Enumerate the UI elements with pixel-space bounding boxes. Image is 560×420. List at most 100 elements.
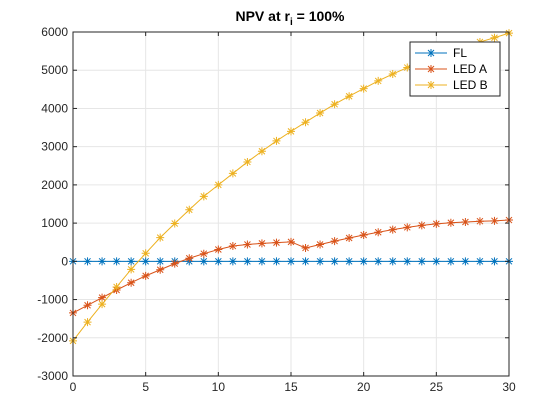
data-point-led-a bbox=[446, 218, 455, 227]
data-point-fl bbox=[374, 257, 383, 266]
data-point-led-a bbox=[388, 225, 397, 234]
data-point-fl bbox=[461, 257, 470, 266]
data-point-led-b bbox=[257, 147, 266, 156]
data-point-led-b bbox=[374, 76, 383, 85]
data-point-led-b bbox=[199, 192, 208, 201]
data-point-fl bbox=[446, 257, 455, 266]
data-point-led-a bbox=[170, 259, 179, 268]
data-point-led-b bbox=[98, 300, 107, 309]
data-point-led-b bbox=[272, 136, 281, 145]
x-tick-label: 25 bbox=[430, 380, 444, 394]
data-point-led-b bbox=[490, 33, 499, 42]
data-point-fl bbox=[403, 257, 412, 266]
x-tick-label: 30 bbox=[502, 380, 516, 394]
legend-marker-led-a bbox=[427, 65, 435, 73]
y-tick-label: 4000 bbox=[41, 101, 68, 115]
data-point-led-a bbox=[83, 301, 92, 310]
data-point-led-a bbox=[228, 242, 237, 251]
data-point-led-a bbox=[98, 293, 107, 302]
data-point-fl bbox=[98, 257, 107, 266]
data-point-led-b bbox=[359, 84, 368, 93]
data-point-led-b bbox=[243, 157, 252, 166]
data-point-fl bbox=[301, 257, 310, 266]
data-point-fl bbox=[141, 257, 150, 266]
data-point-led-a bbox=[156, 265, 165, 274]
data-point-led-a bbox=[490, 216, 499, 225]
data-point-fl bbox=[316, 257, 325, 266]
data-point-led-a bbox=[301, 243, 310, 252]
legend-item-fl: FL bbox=[415, 46, 467, 60]
data-point-fl bbox=[257, 257, 266, 266]
x-tick-label: 5 bbox=[142, 380, 149, 394]
axes bbox=[72, 31, 510, 377]
data-point-led-b bbox=[156, 233, 165, 242]
data-point-fl bbox=[243, 257, 252, 266]
legend-label-led-b: LED B bbox=[453, 78, 488, 92]
data-point-led-a bbox=[374, 228, 383, 237]
x-tick-label: 0 bbox=[70, 380, 77, 394]
data-point-led-a bbox=[185, 254, 194, 263]
y-tick-label: 0 bbox=[61, 254, 68, 268]
y-tick-label: -3000 bbox=[37, 369, 68, 383]
data-point-led-b bbox=[316, 109, 325, 118]
legend-marker-fl bbox=[427, 49, 435, 57]
y-tick-label: 5000 bbox=[41, 63, 68, 77]
data-point-led-b bbox=[141, 249, 150, 258]
data-point-fl bbox=[287, 257, 295, 266]
data-point-led-b bbox=[403, 63, 412, 72]
data-point-fl bbox=[490, 257, 499, 266]
data-point-led-a bbox=[316, 240, 325, 249]
data-point-fl bbox=[417, 257, 426, 266]
tick-labels: 0 5 10 15 20 25 30 -3000 -2000 -1000 0 1000 2000 3000… bbox=[37, 25, 516, 394]
data-point-fl bbox=[345, 257, 354, 266]
data-point-led-a bbox=[243, 240, 252, 249]
data-point-led-a bbox=[345, 234, 354, 243]
data-point-led-b bbox=[83, 318, 92, 327]
x-tick-label: 10 bbox=[212, 380, 226, 394]
data-point-fl bbox=[228, 257, 237, 266]
data-point-led-b bbox=[127, 265, 136, 274]
data-point-led-b bbox=[345, 92, 354, 101]
data-point-led-b bbox=[301, 118, 310, 127]
legend-label-led-a: LED A bbox=[453, 62, 487, 76]
data-point-led-b bbox=[112, 282, 121, 291]
data-point-fl bbox=[112, 257, 121, 266]
data-point-led-b bbox=[170, 219, 179, 228]
data-point-led-a bbox=[417, 221, 426, 230]
legend: FL LED A LED B bbox=[409, 41, 501, 97]
legend-label-fl: FL bbox=[453, 46, 467, 60]
series-led-a bbox=[69, 216, 513, 317]
data-point-fl bbox=[388, 257, 397, 266]
data-point-led-b bbox=[228, 169, 237, 178]
data-point-led-b bbox=[214, 180, 223, 189]
legend-item-led-a: LED A bbox=[415, 62, 487, 76]
y-tick-label: 6000 bbox=[41, 25, 68, 39]
data-point-led-a bbox=[272, 238, 281, 247]
chart-title-subscript: i bbox=[290, 17, 293, 28]
data-point-led-a bbox=[359, 230, 368, 239]
data-point-led-a bbox=[257, 239, 266, 248]
data-point-led-b bbox=[330, 100, 339, 109]
legend-item-led-b: LED B bbox=[415, 78, 488, 92]
data-point-fl bbox=[432, 257, 441, 266]
x-tick-label: 20 bbox=[357, 380, 371, 394]
data-point-fl bbox=[475, 257, 484, 266]
data-point-led-b bbox=[185, 205, 194, 214]
data-point-led-a bbox=[287, 237, 295, 246]
data-point-fl bbox=[330, 257, 339, 266]
data-point-fl bbox=[83, 257, 92, 266]
data-point-led-a bbox=[141, 271, 150, 280]
data-point-fl bbox=[214, 257, 223, 266]
data-point-led-b bbox=[388, 70, 397, 79]
data-point-led-a bbox=[199, 249, 208, 258]
y-tick-label: 3000 bbox=[41, 140, 68, 154]
chart-title-tail: = 100% bbox=[293, 8, 345, 24]
data-point-fl bbox=[199, 257, 208, 266]
y-tick-label: 2000 bbox=[41, 178, 68, 192]
data-point-fl bbox=[359, 257, 368, 266]
series-fl bbox=[69, 257, 513, 266]
x-tick-label: 15 bbox=[284, 380, 298, 394]
data-point-led-a bbox=[461, 217, 470, 226]
data-point-led-a bbox=[214, 245, 223, 254]
